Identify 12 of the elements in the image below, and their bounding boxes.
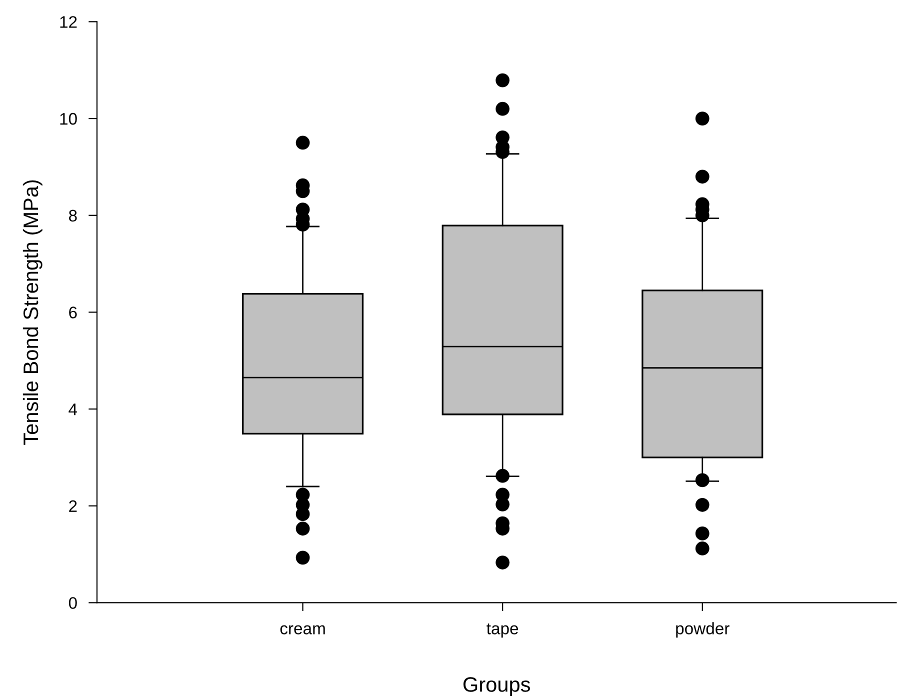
x-tick-label: powder (676, 622, 730, 638)
y-tick-label: 0 (68, 597, 77, 609)
y-tick-label: 10 (60, 112, 77, 125)
y-tick-label: 6 (69, 306, 77, 318)
y-axis-title: Tensile Bond Strength (MPa) (22, 180, 42, 445)
y-tick-label: 8 (68, 210, 77, 222)
y-tick-label: 4 (68, 404, 78, 416)
x-axis-title: Groups (463, 677, 530, 696)
y-tick-label: 12 (60, 16, 77, 28)
x-tick-label: tape (486, 623, 518, 638)
x-tick-label: cream (280, 625, 325, 634)
y-tick-label: 2 (69, 500, 77, 512)
